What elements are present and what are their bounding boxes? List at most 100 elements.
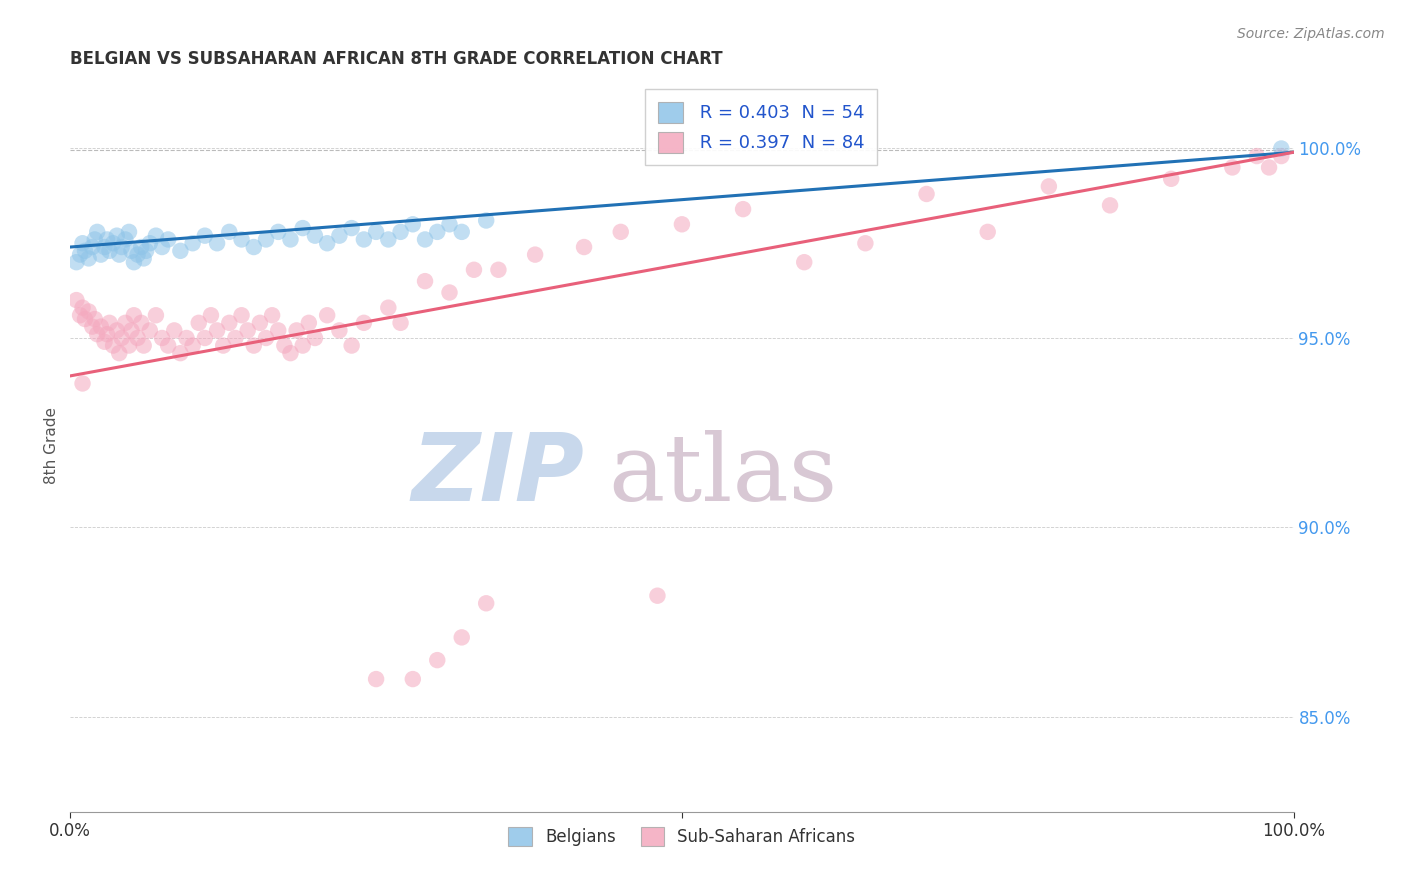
Point (1099, 198, 1122, 212)
Point (139, 323, 162, 337)
Point (1258, 161, 1281, 175)
Point (353, 316, 375, 330)
Point (127, 331, 149, 345)
Point (86, 327, 108, 342)
Point (150, 240, 173, 254)
Point (72, 301, 94, 315)
Point (73, 312, 96, 326)
Point (218, 316, 240, 330)
Point (610, 225, 633, 239)
Point (90, 247, 112, 261)
Point (1270, 141, 1292, 155)
Point (181, 338, 204, 352)
Point (187, 316, 209, 330)
Point (93, 334, 115, 349)
Point (793, 255, 815, 269)
Point (108, 247, 131, 261)
Point (105, 228, 128, 243)
Point (101, 236, 124, 251)
Point (413, 274, 436, 288)
Point (733, 202, 755, 216)
Point (111, 240, 134, 254)
Point (254, 232, 277, 246)
Legend: Belgians, Sub-Saharan Africans: Belgians, Sub-Saharan Africans (501, 819, 863, 855)
Point (72, 236, 94, 251)
Point (377, 301, 399, 315)
Point (218, 225, 240, 239)
Point (402, 217, 425, 231)
Point (93, 240, 115, 254)
Point (200, 308, 222, 322)
Point (181, 236, 204, 251)
Point (135, 244, 157, 258)
Point (101, 338, 124, 352)
Point (280, 232, 302, 246)
Point (83, 232, 105, 246)
Text: BELGIAN VS SUBSAHARAN AFRICAN 8TH GRADE CORRELATION CHART: BELGIAN VS SUBSAHARAN AFRICAN 8TH GRADE … (70, 50, 723, 68)
Point (127, 247, 149, 261)
Point (90, 319, 112, 334)
Point (114, 232, 136, 246)
Point (976, 225, 998, 239)
Point (243, 338, 266, 352)
Point (118, 225, 141, 239)
Point (328, 228, 350, 243)
Point (65, 255, 87, 269)
Point (291, 221, 314, 235)
Point (340, 221, 363, 235)
Point (249, 316, 271, 330)
Point (298, 316, 321, 330)
Point (1160, 171, 1182, 186)
Point (77, 252, 100, 266)
Point (212, 338, 235, 352)
Point (132, 338, 155, 352)
Point (105, 323, 128, 337)
Point (439, 217, 461, 231)
Text: ZIP: ZIP (411, 429, 583, 521)
Point (439, 285, 461, 300)
Point (366, 225, 388, 239)
Point (114, 316, 136, 330)
Point (304, 331, 326, 345)
Point (377, 232, 399, 246)
Point (73, 244, 96, 258)
Point (98, 244, 121, 258)
Point (366, 672, 388, 686)
Point (647, 589, 669, 603)
Point (1220, 161, 1243, 175)
Point (98, 316, 121, 330)
Point (572, 240, 595, 254)
Point (69, 247, 91, 261)
Point (69, 308, 91, 322)
Point (915, 186, 938, 201)
Point (450, 631, 472, 645)
Point (353, 232, 375, 246)
Point (285, 323, 308, 337)
Y-axis label: 8th Grade: 8th Grade (44, 408, 59, 484)
Point (121, 323, 143, 337)
Point (426, 653, 449, 667)
Point (150, 331, 173, 345)
Point (96, 327, 118, 342)
Point (108, 346, 131, 360)
Point (205, 236, 228, 251)
Point (389, 225, 412, 239)
Point (340, 338, 363, 352)
Point (163, 323, 186, 337)
Point (176, 331, 198, 345)
Point (86, 225, 108, 239)
Point (316, 308, 339, 322)
Point (262, 308, 284, 322)
Point (1246, 149, 1268, 163)
Point (157, 232, 180, 246)
Point (855, 236, 877, 251)
Point (1270, 149, 1292, 163)
Point (463, 262, 485, 277)
Point (267, 225, 290, 239)
Point (671, 217, 693, 231)
Point (236, 323, 259, 337)
Text: atlas: atlas (609, 430, 838, 520)
Point (77, 304, 100, 318)
Point (475, 596, 498, 610)
Point (72, 376, 94, 391)
